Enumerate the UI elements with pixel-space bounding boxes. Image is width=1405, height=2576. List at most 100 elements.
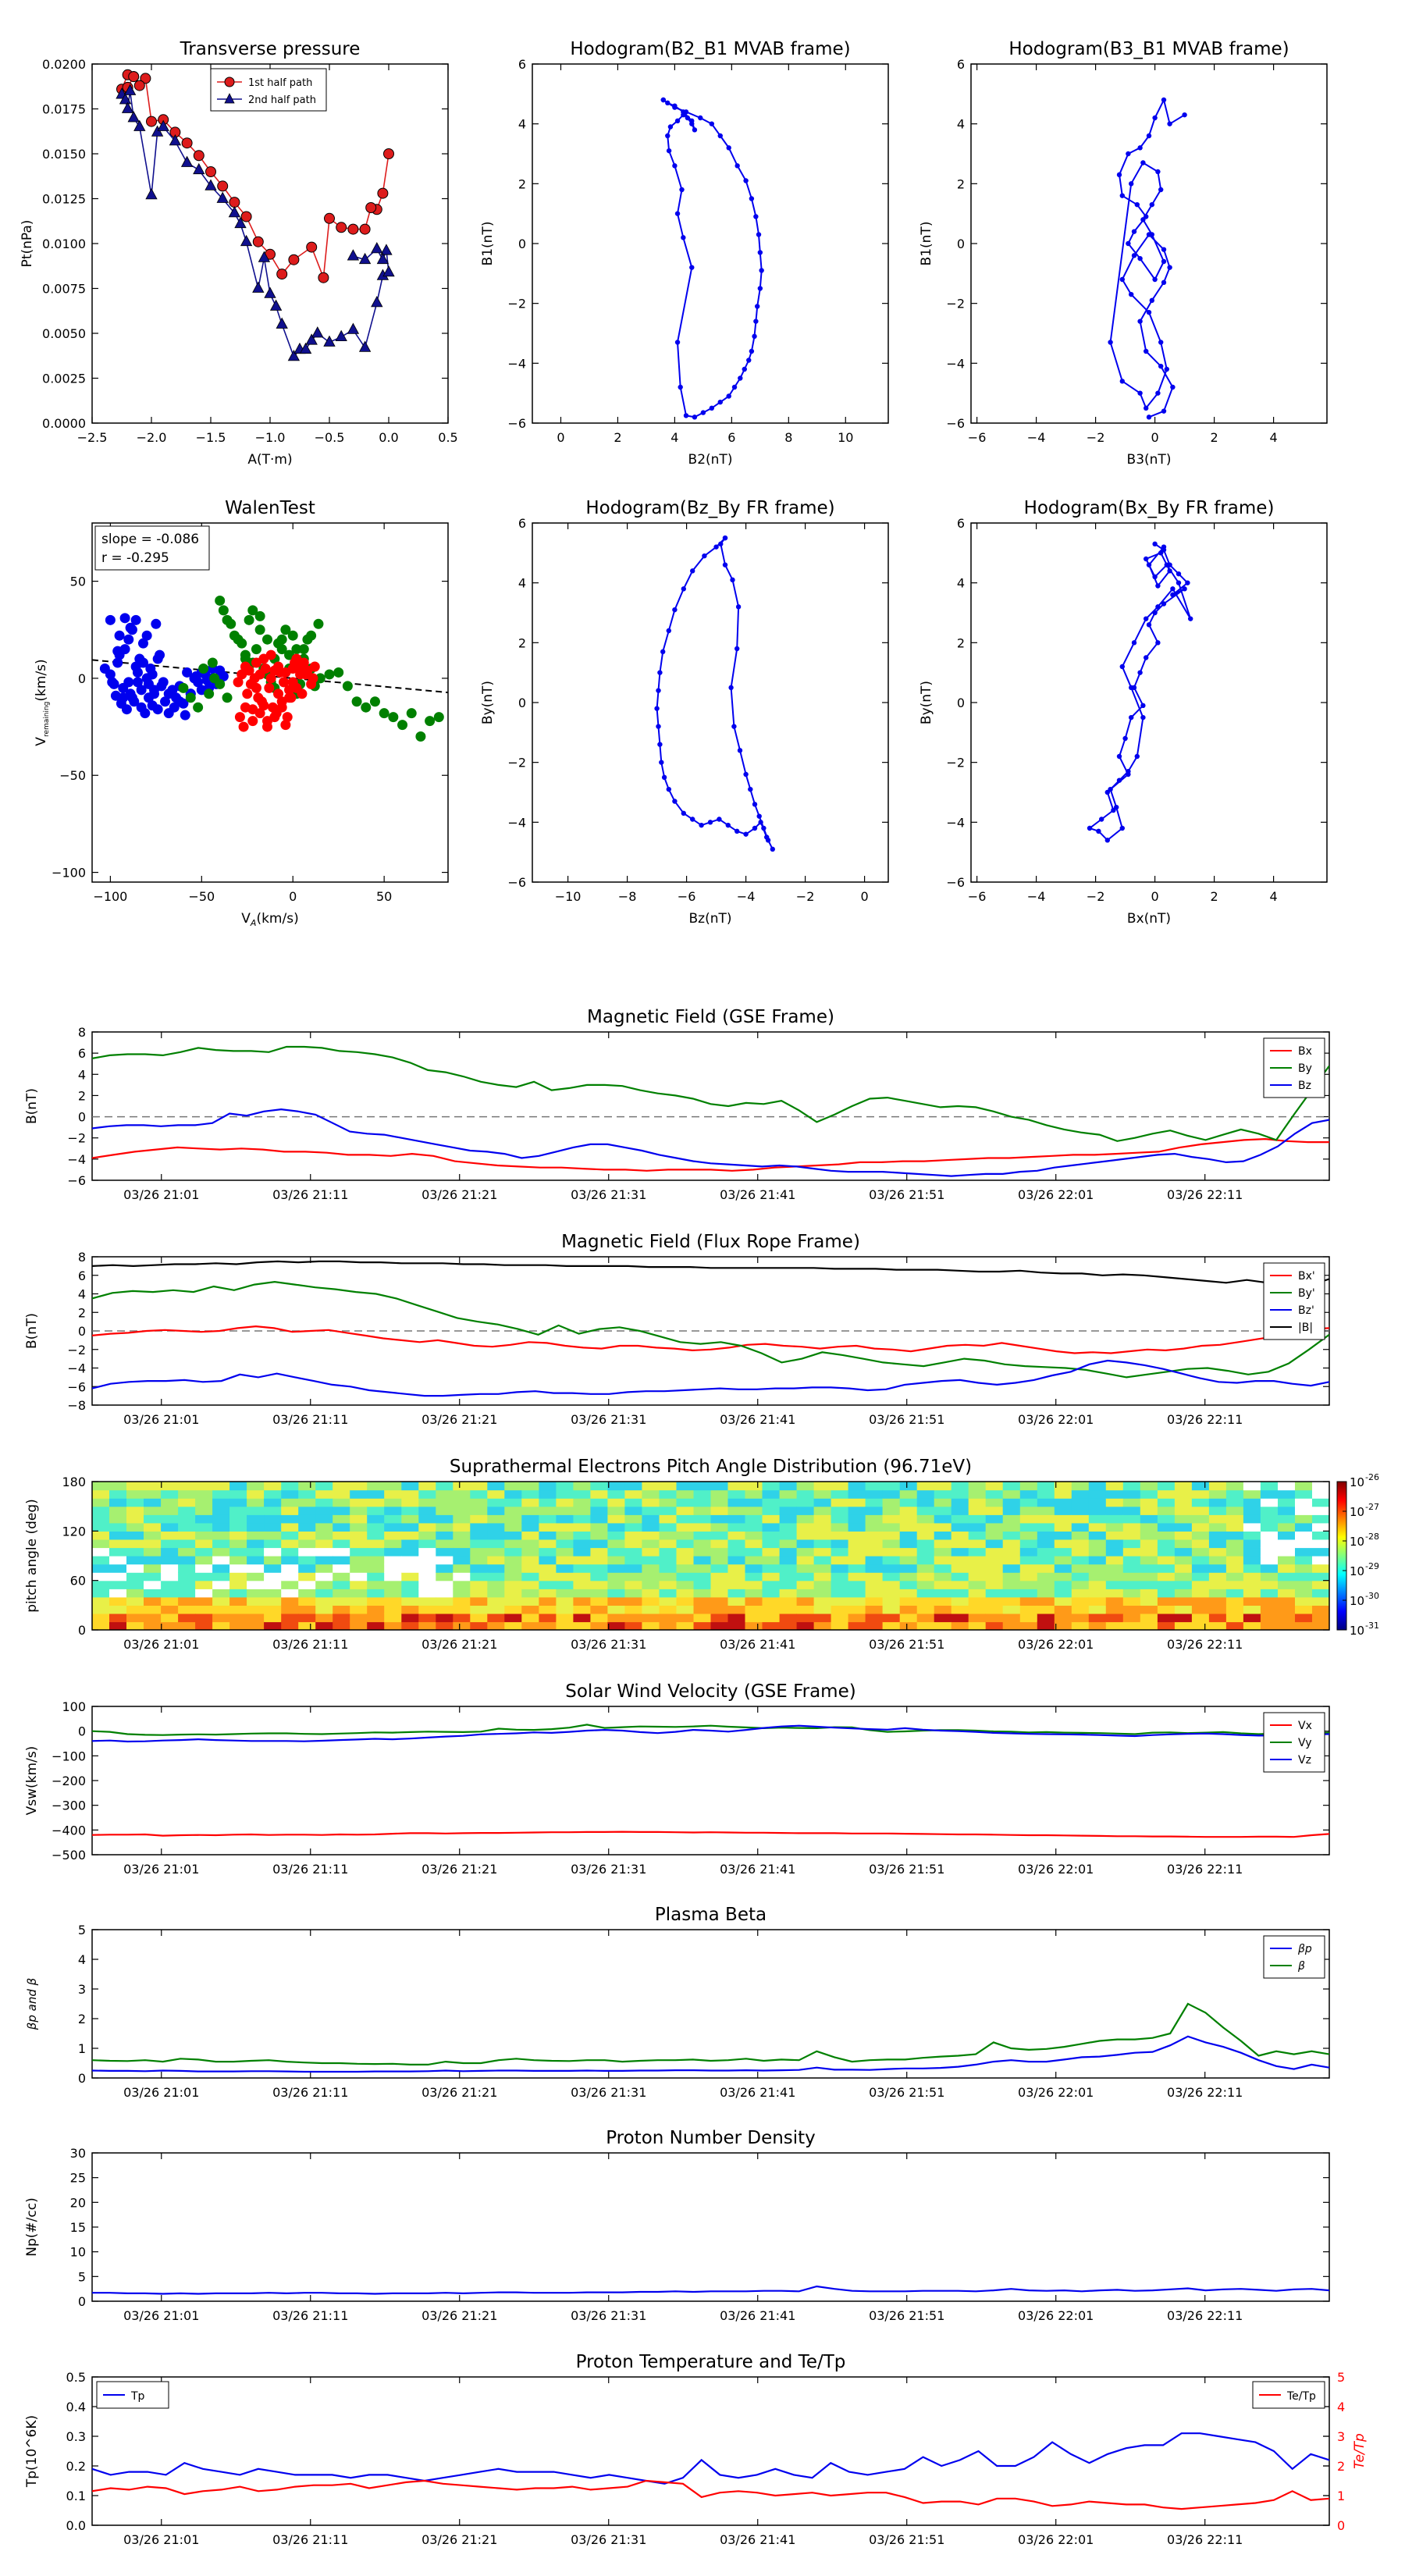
heat-cell	[710, 1621, 729, 1630]
x-tick-label: 03/26 21:01	[123, 1412, 199, 1427]
heat-cell	[916, 1572, 935, 1582]
heat-cell	[333, 1556, 350, 1565]
x-tick-label: 03/26 21:51	[869, 2308, 944, 2323]
heat-cell	[796, 1556, 815, 1565]
colorbar-bar	[1336, 1481, 1347, 1631]
colorbar-tick-exponent: -27	[1365, 1502, 1379, 1512]
heat-cell	[1260, 1580, 1279, 1589]
y-tick-label: 0	[78, 1623, 86, 1638]
heat-cell	[1054, 1564, 1072, 1573]
data-point	[1129, 685, 1134, 691]
heat-cell	[676, 1613, 695, 1623]
heat-cell	[281, 1556, 299, 1565]
data-point	[759, 268, 764, 273]
data-point	[136, 685, 147, 696]
data-point	[388, 712, 399, 723]
heat-cell	[161, 1605, 179, 1614]
heat-cell	[727, 1482, 746, 1491]
heat-cell	[745, 1613, 763, 1623]
heat-cell	[745, 1572, 763, 1582]
heat-cell	[985, 1522, 1004, 1532]
heat-cell	[831, 1556, 849, 1565]
heat-cell	[144, 1547, 162, 1557]
heat-cell	[573, 1564, 591, 1573]
heat-cell	[934, 1514, 952, 1524]
data-point	[149, 688, 160, 699]
y-tick-label: −400	[52, 1823, 86, 1838]
heat-cell	[401, 1522, 419, 1532]
data-point	[242, 688, 253, 699]
heat-cell	[1037, 1621, 1055, 1630]
heat-cell	[92, 1564, 110, 1573]
heat-cell	[813, 1514, 832, 1524]
heat-cell	[109, 1498, 127, 1507]
y-tick-label: 0.0025	[42, 372, 86, 386]
y-tick-label: 2	[957, 176, 965, 191]
data-point	[280, 720, 291, 731]
heat-cell	[350, 1605, 368, 1614]
data-point	[123, 634, 134, 645]
x-tick-label: 10	[838, 430, 853, 445]
heat-cell	[1191, 1506, 1210, 1515]
heat-cell	[951, 1547, 969, 1557]
colorbar-tick-label: 10	[1350, 1624, 1364, 1638]
heat-cell	[401, 1613, 419, 1623]
heat-cell	[607, 1556, 625, 1565]
heat-cell	[367, 1596, 385, 1606]
data-point	[1129, 181, 1134, 187]
heat-cell	[315, 1613, 333, 1623]
heat-cell	[539, 1547, 557, 1557]
heat-cell	[1260, 1498, 1279, 1507]
heat-cell	[367, 1556, 385, 1565]
x-tick-label: −4	[1027, 430, 1046, 445]
data-point	[1167, 568, 1172, 574]
x-tick-label: 2	[614, 430, 621, 445]
heat-cell	[1260, 1596, 1279, 1606]
heat-cell	[1122, 1572, 1141, 1582]
data-point	[228, 206, 241, 218]
heat-cell	[470, 1506, 488, 1515]
heat-cell	[1295, 1514, 1313, 1524]
series-line	[1109, 98, 1186, 418]
heat-cell	[1243, 1498, 1261, 1507]
x-tick-label: −1.0	[255, 430, 286, 445]
heat-cell	[298, 1621, 316, 1630]
data-point	[1146, 415, 1152, 420]
heat-cell	[968, 1589, 987, 1598]
data-point	[1158, 340, 1164, 345]
heat-cell	[401, 1506, 419, 1515]
heat-cell	[676, 1547, 695, 1557]
heat-cell	[315, 1596, 333, 1606]
data-point	[313, 618, 324, 629]
data-point	[123, 84, 137, 95]
x-tick-label: 03/26 21:41	[720, 1862, 795, 1877]
heat-cell	[1157, 1498, 1176, 1507]
data-point	[205, 166, 216, 177]
data-point	[169, 134, 182, 146]
data-point	[656, 724, 661, 729]
heat-cell	[693, 1613, 712, 1623]
heat-cell	[521, 1547, 539, 1557]
y-axis-label: pitch angle (deg)	[24, 1499, 40, 1613]
y-tick-label: 0.0100	[42, 237, 86, 251]
data-point	[383, 148, 394, 159]
heat-cell	[384, 1506, 402, 1515]
heat-cell	[1208, 1589, 1227, 1598]
heat-cell	[865, 1564, 884, 1573]
y-tick-label: −6	[507, 875, 526, 890]
x-tick-label: 03/26 21:21	[422, 1637, 497, 1652]
series-line-2	[92, 1359, 1329, 1397]
heat-cell	[453, 1547, 471, 1557]
heat-cell	[1312, 1605, 1329, 1614]
x-tick-label: 03/26 21:01	[123, 2308, 199, 2323]
heat-cell	[247, 1621, 265, 1630]
plot-area	[1087, 541, 1193, 843]
heat-cell	[178, 1580, 196, 1589]
heat-cell	[642, 1605, 660, 1614]
heat-cell	[178, 1514, 196, 1524]
heat-cell	[212, 1613, 230, 1623]
heat-cell	[1019, 1531, 1038, 1540]
heat-cell	[1191, 1572, 1210, 1582]
heat-cell	[333, 1482, 350, 1491]
heat-cell	[779, 1482, 798, 1491]
